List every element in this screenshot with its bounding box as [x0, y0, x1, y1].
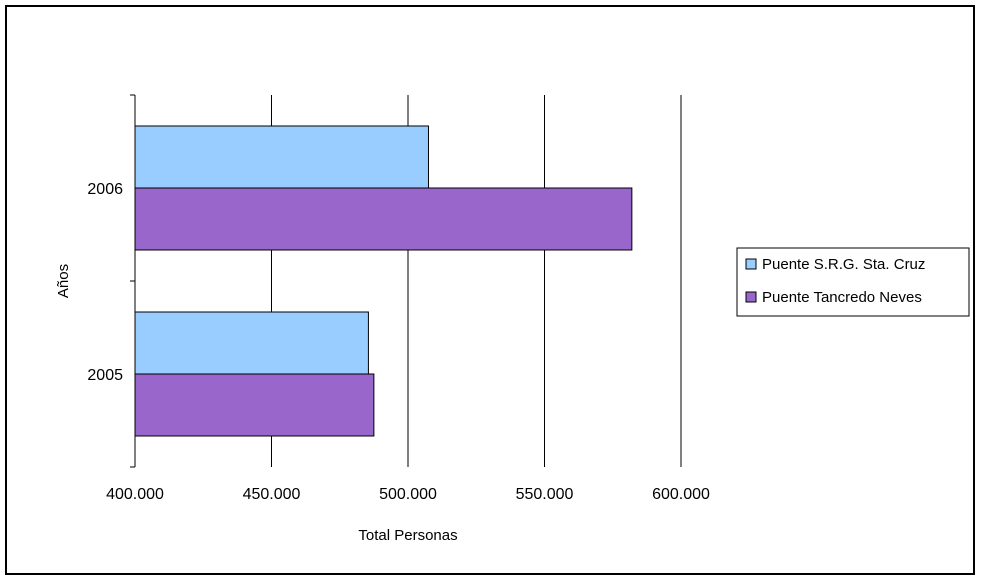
legend-swatch — [745, 291, 757, 303]
legend-label: Puente S.R.G. Sta. Cruz — [762, 256, 925, 273]
x-tick-labels: 400.000 450.000 500.000 550.000 600.000 — [106, 486, 710, 503]
bar — [134, 373, 375, 437]
x-tick-label: 450.000 — [243, 486, 301, 503]
bar — [134, 311, 369, 375]
x-tick-label: 500.000 — [379, 486, 437, 503]
bar — [134, 187, 633, 251]
legend-label: Puente Tancredo Neves — [762, 289, 922, 306]
x-tick-label: 600.000 — [652, 486, 710, 503]
bar — [134, 125, 429, 189]
y-tick-label: 2005 — [87, 367, 123, 384]
axes — [130, 94, 136, 468]
y-tick-labels: 2005 2006 — [87, 181, 123, 384]
x-tick-label: 400.000 — [106, 486, 164, 503]
legend: Puente S.R.G. Sta. Cruz Puente Tancredo N… — [736, 247, 970, 317]
x-tick-label: 550.000 — [516, 486, 574, 503]
y-axis-title: Años — [55, 264, 72, 298]
legend-box — [736, 247, 970, 317]
y-tick-label: 2006 — [87, 181, 123, 198]
x-axis-title: Total Personas — [358, 527, 457, 544]
bars — [134, 125, 633, 437]
legend-swatch — [745, 258, 757, 270]
